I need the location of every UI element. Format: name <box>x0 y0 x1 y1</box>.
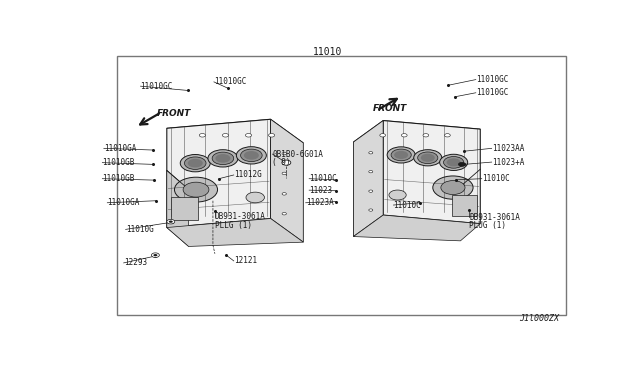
Circle shape <box>440 154 468 170</box>
Circle shape <box>180 154 210 172</box>
Circle shape <box>420 154 435 162</box>
Circle shape <box>282 193 286 195</box>
Circle shape <box>199 134 205 137</box>
Polygon shape <box>383 121 480 224</box>
Polygon shape <box>167 119 271 228</box>
Text: ( 9): ( 9) <box>273 158 291 167</box>
Text: 11010C: 11010C <box>394 201 421 209</box>
Circle shape <box>444 157 464 168</box>
Circle shape <box>222 134 228 137</box>
Polygon shape <box>167 119 303 152</box>
Circle shape <box>236 147 266 164</box>
Circle shape <box>212 152 234 164</box>
Text: 11010GA: 11010GA <box>104 144 136 153</box>
Text: 11010GB: 11010GB <box>102 158 134 167</box>
Circle shape <box>445 134 451 137</box>
Text: 11012G: 11012G <box>234 170 262 179</box>
Circle shape <box>282 172 286 174</box>
Text: PLLG (1): PLLG (1) <box>215 221 252 230</box>
Circle shape <box>152 253 159 257</box>
Circle shape <box>184 157 206 169</box>
Text: 11023+A: 11023+A <box>492 158 524 167</box>
Circle shape <box>387 147 415 163</box>
Circle shape <box>389 190 406 200</box>
Text: 11010GC: 11010GC <box>476 88 508 97</box>
Circle shape <box>401 134 407 137</box>
Text: J1l000ZX: J1l000ZX <box>518 314 559 323</box>
Text: 11010GC: 11010GC <box>214 77 246 86</box>
Circle shape <box>369 152 372 154</box>
Circle shape <box>282 212 286 215</box>
Circle shape <box>244 151 259 160</box>
Circle shape <box>175 177 218 202</box>
Circle shape <box>241 149 262 161</box>
Text: 11010: 11010 <box>314 47 342 57</box>
Text: 11010GC: 11010GC <box>476 75 508 84</box>
Text: 11010C: 11010C <box>309 174 337 183</box>
Text: 11023: 11023 <box>309 186 332 195</box>
Circle shape <box>246 134 252 137</box>
Circle shape <box>246 192 264 203</box>
Text: PLUG (1): PLUG (1) <box>469 221 506 230</box>
Polygon shape <box>353 121 383 237</box>
Circle shape <box>447 158 461 166</box>
Circle shape <box>282 160 291 165</box>
Circle shape <box>380 134 385 137</box>
Text: 11010GA: 11010GA <box>108 198 140 207</box>
Circle shape <box>282 152 286 155</box>
Circle shape <box>208 150 238 167</box>
Circle shape <box>391 149 412 161</box>
Polygon shape <box>167 218 303 246</box>
Polygon shape <box>171 198 198 220</box>
Circle shape <box>216 154 230 163</box>
Circle shape <box>369 190 372 192</box>
Text: FRONT: FRONT <box>157 109 191 118</box>
Circle shape <box>269 134 275 137</box>
Text: DB931-3061A: DB931-3061A <box>215 212 266 221</box>
Text: 11023AA: 11023AA <box>492 144 524 153</box>
Text: 0B1B0-6G01A: 0B1B0-6G01A <box>273 150 323 158</box>
Circle shape <box>167 219 175 224</box>
Circle shape <box>154 254 157 256</box>
Circle shape <box>433 176 473 199</box>
Text: DB931-3061A: DB931-3061A <box>469 212 520 222</box>
Circle shape <box>394 151 408 159</box>
Circle shape <box>369 170 372 173</box>
Text: 11010G: 11010G <box>125 225 154 234</box>
Circle shape <box>458 162 465 166</box>
Text: 12293: 12293 <box>124 259 147 267</box>
Polygon shape <box>167 170 189 246</box>
Circle shape <box>423 134 429 137</box>
Text: 11010C: 11010C <box>482 174 509 183</box>
Polygon shape <box>451 195 477 216</box>
Polygon shape <box>353 121 480 151</box>
Polygon shape <box>271 119 303 242</box>
Text: 12121: 12121 <box>234 256 257 265</box>
Text: 11010GC: 11010GC <box>141 82 173 91</box>
Circle shape <box>413 150 442 166</box>
Circle shape <box>418 152 438 164</box>
Circle shape <box>183 182 209 197</box>
Text: 11023A: 11023A <box>306 198 333 207</box>
Circle shape <box>369 209 372 211</box>
Circle shape <box>169 221 173 223</box>
Text: FRONT: FRONT <box>372 104 407 113</box>
Circle shape <box>441 180 465 195</box>
Polygon shape <box>353 215 480 241</box>
Circle shape <box>188 159 203 167</box>
Text: 11010GB: 11010GB <box>102 174 134 183</box>
